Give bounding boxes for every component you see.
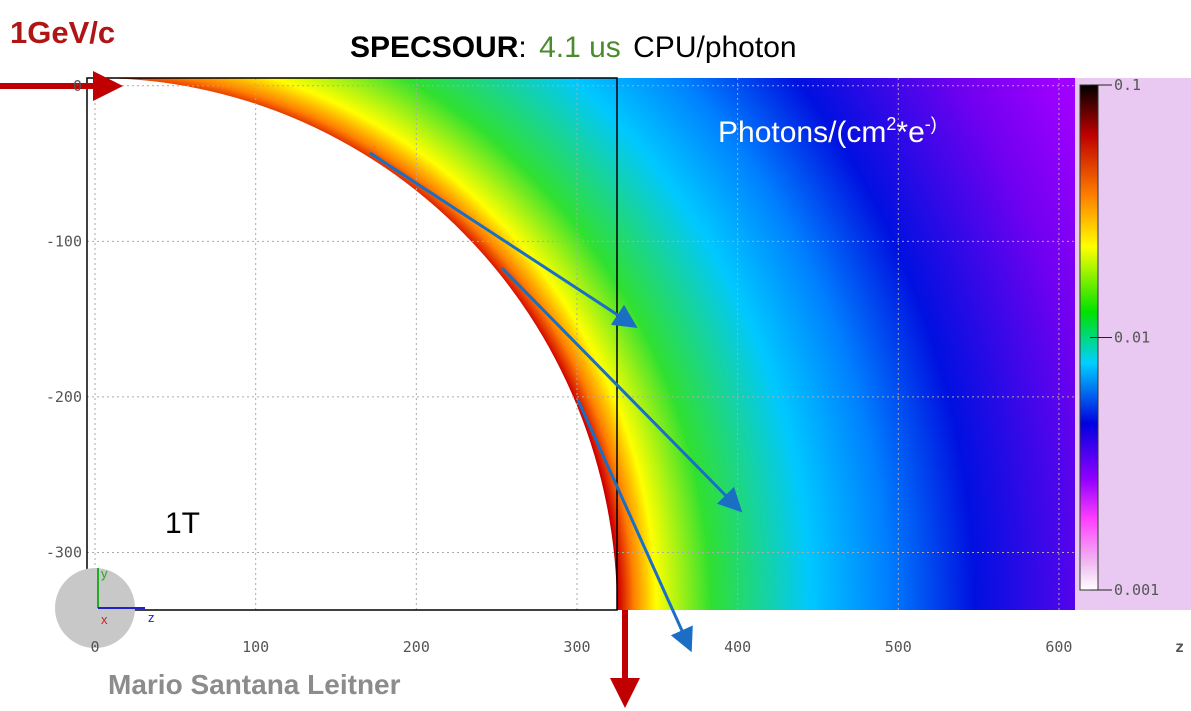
axes-widget-label: z	[148, 610, 155, 625]
y-tick-label: 0	[73, 77, 82, 95]
unit-part: -)	[925, 114, 937, 134]
title-part: CPU/photon	[633, 31, 796, 64]
field-label: 1T	[165, 507, 200, 540]
x-tick-label: 400	[724, 638, 751, 656]
colorbar-tick-label: 0.001	[1114, 581, 1159, 599]
axes-widget-label: x	[101, 612, 108, 627]
axes-widget	[55, 568, 135, 648]
magnet-region	[87, 78, 617, 610]
arrow	[369, 151, 638, 328]
y-tick-label: -100	[46, 232, 82, 250]
x-tick-label: 600	[1045, 638, 1072, 656]
y-tick-label: -300	[46, 543, 82, 561]
unit-part: 2	[886, 114, 896, 134]
x-tick-label: 100	[242, 638, 269, 656]
x-axis-label: z	[1175, 638, 1184, 656]
colorbar-tick-label: 0.1	[1114, 76, 1141, 94]
arrow	[500, 266, 743, 513]
chart-title: SPECSOUR: 4.1 us CPU/photon	[350, 31, 797, 64]
title-part: SPECSOUR	[350, 31, 519, 64]
y-tick-label: -200	[46, 388, 82, 406]
x-tick-label: 300	[563, 638, 590, 656]
x-tick-label: 200	[403, 638, 430, 656]
unit-label: Photons/(cm2*e-)	[718, 114, 937, 149]
colorbar-tick-label: 0.01	[1114, 329, 1150, 347]
author: Mario Santana Leitner	[108, 669, 401, 700]
x-tick-label: 500	[885, 638, 912, 656]
title-part: :	[518, 31, 526, 64]
unit-part: Photons/(cm	[718, 116, 886, 149]
arrow	[576, 399, 693, 653]
beam-label: 1GeV/c	[10, 15, 115, 50]
x-tick-label: 0	[91, 638, 100, 656]
plot-frame	[86, 77, 618, 611]
axes-widget-label: y	[101, 566, 108, 581]
unit-part: *e	[896, 116, 924, 149]
title-part: 4.1 us	[539, 31, 621, 64]
